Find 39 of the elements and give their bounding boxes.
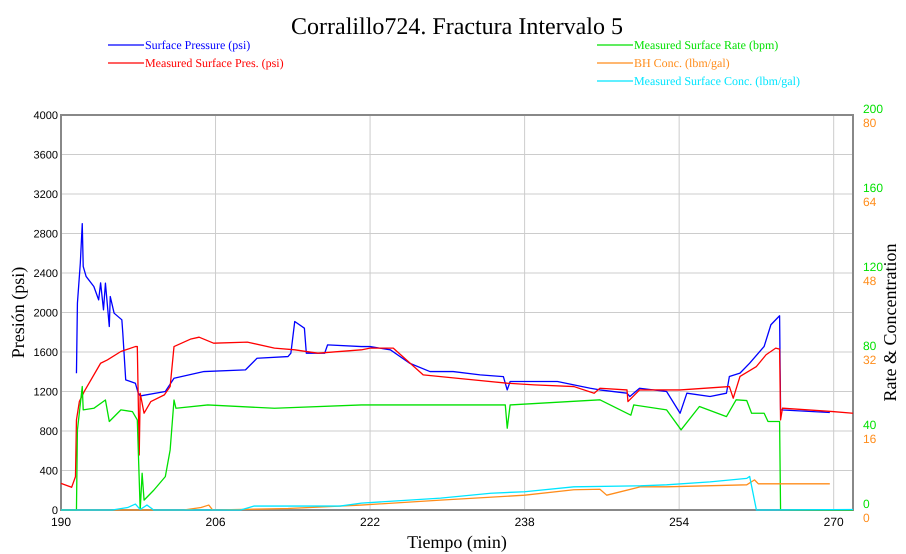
y-tick-label: 2800 <box>34 228 58 240</box>
legend-label: Measured Surface Pres. (psi) <box>145 56 284 70</box>
line-series <box>76 222 830 414</box>
y2-tick-label: 40 <box>863 418 877 432</box>
y2-tick-label: 80 <box>863 339 877 353</box>
y-tick-label: 2000 <box>34 308 58 320</box>
x-tick-label: 270 <box>824 515 844 529</box>
x-axis-title: Tiempo (min) <box>407 532 507 552</box>
y-tick-label: 2400 <box>34 268 58 280</box>
y3-tick-label: 16 <box>863 432 877 446</box>
line-series <box>60 336 854 488</box>
x-tick-label: 238 <box>514 515 535 529</box>
legend-label: Surface Pressure (psi) <box>145 38 250 52</box>
legend-label: Measured Surface Conc. (lbm/gal) <box>634 74 800 88</box>
y-tick-label: 1200 <box>34 386 58 398</box>
x-tick-label: 222 <box>360 515 380 529</box>
y3-tick-label: 64 <box>863 195 877 209</box>
x-tick-label: 190 <box>50 515 72 529</box>
y2-tick-label: 120 <box>863 260 884 274</box>
y-tick-label: 1600 <box>34 347 58 359</box>
x-tick-label: 254 <box>669 515 690 529</box>
y3-tick-label: 32 <box>863 353 877 367</box>
chart-title: Corralillo724. Fractura Intervalo 5 <box>291 14 623 40</box>
y-tick-label: 3600 <box>34 150 58 162</box>
legend-label: BH Conc. (lbm/gal) <box>634 56 730 70</box>
y-axis-title: Presión (psi) <box>8 266 28 358</box>
y-tick-label: 800 <box>40 426 58 438</box>
y3-tick-label: 80 <box>863 116 877 130</box>
legend-label: Measured Surface Rate (bpm) <box>634 38 778 52</box>
y3-tick-label: 0 <box>863 511 870 525</box>
y-tick-label: 400 <box>40 466 58 478</box>
y-tick-label: 4000 <box>34 110 58 122</box>
y-tick-label: 0 <box>52 505 58 517</box>
y2-tick-label: 200 <box>863 102 884 116</box>
x-tick-label: 206 <box>206 515 226 529</box>
y2-tick-label: 160 <box>863 181 884 195</box>
y2-tick-label: 0 <box>863 497 870 511</box>
y3-tick-label: 48 <box>863 274 877 288</box>
y-tick-label: 3200 <box>34 189 58 201</box>
